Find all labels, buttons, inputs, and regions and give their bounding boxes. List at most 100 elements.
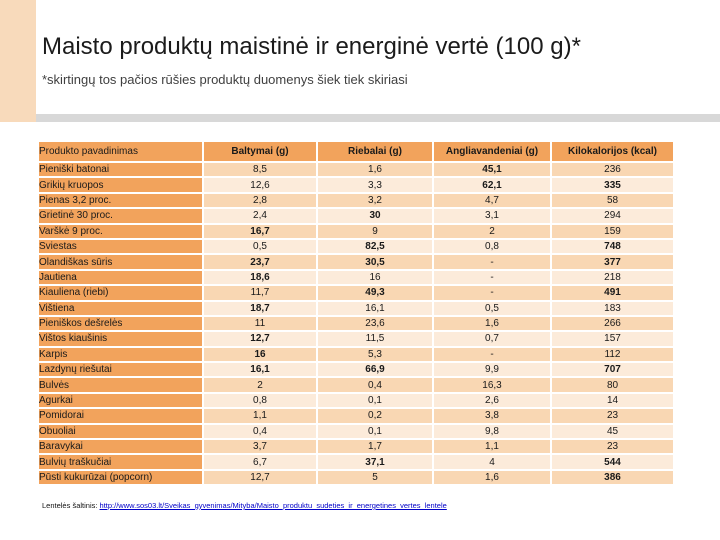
product-name-cell: Kiauliena (riebi) (39, 286, 202, 300)
value-cell: 0,1 (318, 424, 432, 439)
value-cell: 183 (552, 301, 673, 315)
value-cell: 0,2 (318, 409, 432, 423)
value-cell: 11 (204, 316, 316, 331)
value-cell: 4,7 (434, 193, 550, 208)
table-row: Pūsti kukurūzai (popcorn) 12,7 5 1,6 386 (39, 470, 673, 485)
value-cell: 3,1 (434, 209, 550, 223)
value-cell: 5,3 (318, 347, 432, 362)
table-row: Grikių kruopos 12,6 3,3 62,1 335 (39, 178, 673, 192)
value-cell: 0,8 (434, 239, 550, 254)
value-cell: 62,1 (434, 178, 550, 192)
value-cell: 2 (434, 224, 550, 238)
value-cell: - (434, 347, 550, 362)
table-row: Sviestas 0,5 82,5 0,8 748 (39, 239, 673, 254)
value-cell: 0,4 (318, 378, 432, 392)
value-cell: 12,7 (204, 470, 316, 485)
value-cell: 294 (552, 209, 673, 223)
value-cell: 236 (552, 163, 673, 177)
value-cell: 45 (552, 424, 673, 439)
table-row: Olandiškas sūris 23,7 30,5-377 (39, 255, 673, 269)
product-name-cell: Vištiena (39, 301, 202, 315)
value-cell: 3,8 (434, 409, 550, 423)
product-name-cell: Grietinė 30 proc. (39, 209, 202, 223)
value-cell: - (434, 255, 550, 269)
source-link[interactable]: http://www.sos03.lt/Sveikas_gyvenimas/Mi… (99, 501, 447, 510)
table-row: Pomidorai 1,1 0,2 3,8 23 (39, 409, 673, 423)
value-cell: 0,4 (204, 424, 316, 439)
value-cell: 2,8 (204, 193, 316, 208)
nutrition-table: Produkto pavadinimas Baltymai (g) Riebal… (37, 140, 675, 486)
value-cell: 30 (318, 209, 432, 223)
product-name-cell: Pienas 3,2 proc. (39, 193, 202, 208)
table-row: Lazdynų riešutai 16,1 66,9 9,9 707 (39, 363, 673, 377)
table-row: Pienas 3,2 proc. 2,8 3,2 4,7 58 (39, 193, 673, 208)
product-name-cell: Pūsti kukurūzai (popcorn) (39, 470, 202, 485)
value-cell: 157 (552, 332, 673, 346)
value-cell: 218 (552, 270, 673, 285)
value-cell: 1,1 (434, 440, 550, 454)
column-header-kcal: Kilokalorijos (kcal) (552, 142, 673, 161)
product-name-cell: Pieniški batonai (39, 163, 202, 177)
table-row: Vištiena 18,7 16,1 0,5 183 (39, 301, 673, 315)
value-cell: 12,6 (204, 178, 316, 192)
value-cell: 23,6 (318, 316, 432, 331)
value-cell: 66,9 (318, 363, 432, 377)
product-name-cell: Vištos kiaušinis (39, 332, 202, 346)
product-name-cell: Obuoliai (39, 424, 202, 439)
value-cell: 6,7 (204, 455, 316, 469)
table-row: Jautiena 18,6 16-218 (39, 270, 673, 285)
value-cell: 159 (552, 224, 673, 238)
value-cell: - (434, 286, 550, 300)
value-cell: 0,8 (204, 393, 316, 408)
value-cell: 9 (318, 224, 432, 238)
product-name-cell: Jautiena (39, 270, 202, 285)
value-cell: 2,6 (434, 393, 550, 408)
value-cell: 491 (552, 286, 673, 300)
value-cell: 23 (552, 409, 673, 423)
table-header-row: Produkto pavadinimas Baltymai (g) Riebal… (39, 142, 673, 161)
product-name-cell: Grikių kruopos (39, 178, 202, 192)
product-name-cell: Pomidorai (39, 409, 202, 423)
value-cell: 37,1 (318, 455, 432, 469)
value-cell: 16,7 (204, 224, 316, 238)
value-cell: 748 (552, 239, 673, 254)
table-row: Baravykai 3,7 1,7 1,1 23 (39, 440, 673, 454)
value-cell: 16 (318, 270, 432, 285)
column-header-carbs: Angliavandeniai (g) (434, 142, 550, 161)
value-cell: 16 (204, 347, 316, 362)
value-cell: 80 (552, 378, 673, 392)
value-cell: 9,9 (434, 363, 550, 377)
product-name-cell: Sviestas (39, 239, 202, 254)
value-cell: 1,6 (434, 470, 550, 485)
value-cell: 3,2 (318, 193, 432, 208)
table-row: Kiauliena (riebi) 11,7 49,3-491 (39, 286, 673, 300)
value-cell: 1,6 (434, 316, 550, 331)
page-subtitle: *skirtingų tos pačios rūšies produktų du… (42, 72, 408, 87)
product-name-cell: Agurkai (39, 393, 202, 408)
product-name-cell: Lazdynų riešutai (39, 363, 202, 377)
product-name-cell: Bulvės (39, 378, 202, 392)
value-cell: 335 (552, 178, 673, 192)
value-cell: 4 (434, 455, 550, 469)
value-cell: 11,7 (204, 286, 316, 300)
value-cell: 16,1 (318, 301, 432, 315)
value-cell: 12,7 (204, 332, 316, 346)
value-cell: 2,4 (204, 209, 316, 223)
table-row: Pieniški batonai 8,5 1,6 45,1 236 (39, 163, 673, 177)
title-divider-bar (36, 114, 720, 122)
value-cell: 45,1 (434, 163, 550, 177)
value-cell: 377 (552, 255, 673, 269)
value-cell: 14 (552, 393, 673, 408)
value-cell: - (434, 270, 550, 285)
table-row: Grietinė 30 proc. 2,4 30 3,1 294 (39, 209, 673, 223)
table-row: Vištos kiaušinis 12,7 11,5 0,7 157 (39, 332, 673, 346)
product-name-cell: Varškė 9 proc. (39, 224, 202, 238)
value-cell: 112 (552, 347, 673, 362)
page-title: Maisto produktų maistinė ir energinė ver… (42, 33, 581, 60)
value-cell: 3,3 (318, 178, 432, 192)
value-cell: 23,7 (204, 255, 316, 269)
table-row: Obuoliai 0,4 0,1 9,8 45 (39, 424, 673, 439)
table-row: Varškė 9 proc. 16,7 9 2 159 (39, 224, 673, 238)
value-cell: 82,5 (318, 239, 432, 254)
value-cell: 1,6 (318, 163, 432, 177)
